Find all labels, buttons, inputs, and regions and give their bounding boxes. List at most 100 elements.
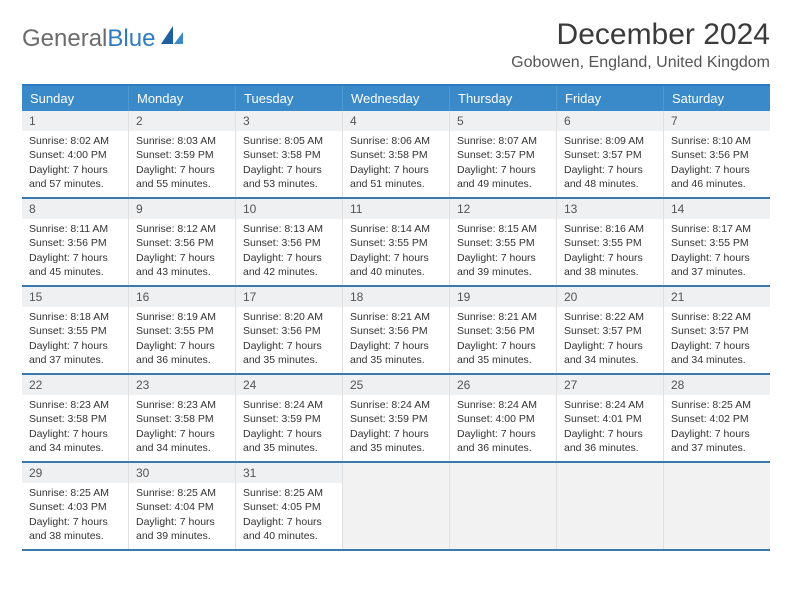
day-number: 17	[236, 287, 342, 307]
day-body: Sunrise: 8:23 AMSunset: 3:58 PMDaylight:…	[129, 395, 235, 461]
week-row: 22Sunrise: 8:23 AMSunset: 3:58 PMDayligh…	[22, 375, 770, 463]
sunrise-text: Sunrise: 8:24 AM	[350, 398, 442, 412]
sunrise-text: Sunrise: 8:25 AM	[243, 486, 335, 500]
day-cell: 11Sunrise: 8:14 AMSunset: 3:55 PMDayligh…	[343, 199, 450, 285]
day-body: Sunrise: 8:18 AMSunset: 3:55 PMDaylight:…	[22, 307, 128, 373]
sunrise-text: Sunrise: 8:03 AM	[136, 134, 228, 148]
day-number: 24	[236, 375, 342, 395]
daylight-text: Daylight: 7 hours and 38 minutes.	[29, 515, 121, 543]
day-number: 31	[236, 463, 342, 483]
sunset-text: Sunset: 3:55 PM	[350, 236, 442, 250]
day-number: 13	[557, 199, 663, 219]
day-number: 22	[22, 375, 128, 395]
sunset-text: Sunset: 3:58 PM	[243, 148, 335, 162]
daylight-text: Daylight: 7 hours and 48 minutes.	[564, 163, 656, 191]
day-body: Sunrise: 8:24 AMSunset: 4:00 PMDaylight:…	[450, 395, 556, 461]
day-number: 21	[664, 287, 770, 307]
daylight-text: Daylight: 7 hours and 53 minutes.	[243, 163, 335, 191]
day-body: Sunrise: 8:25 AMSunset: 4:05 PMDaylight:…	[236, 483, 342, 549]
sunset-text: Sunset: 3:55 PM	[671, 236, 763, 250]
day-number: 20	[557, 287, 663, 307]
sunset-text: Sunset: 3:55 PM	[29, 324, 121, 338]
day-body: Sunrise: 8:25 AMSunset: 4:02 PMDaylight:…	[664, 395, 770, 461]
week-row: 15Sunrise: 8:18 AMSunset: 3:55 PMDayligh…	[22, 287, 770, 375]
week-row: 29Sunrise: 8:25 AMSunset: 4:03 PMDayligh…	[22, 463, 770, 551]
day-number: 1	[22, 111, 128, 131]
sunrise-text: Sunrise: 8:06 AM	[350, 134, 442, 148]
day-body: Sunrise: 8:25 AMSunset: 4:04 PMDaylight:…	[129, 483, 235, 549]
day-number: 25	[343, 375, 449, 395]
day-cell: 8Sunrise: 8:11 AMSunset: 3:56 PMDaylight…	[22, 199, 129, 285]
day-cell: 27Sunrise: 8:24 AMSunset: 4:01 PMDayligh…	[557, 375, 664, 461]
day-number: 4	[343, 111, 449, 131]
day-number: 14	[664, 199, 770, 219]
sunset-text: Sunset: 4:02 PM	[671, 412, 763, 426]
day-number: 7	[664, 111, 770, 131]
day-cell: 7Sunrise: 8:10 AMSunset: 3:56 PMDaylight…	[664, 111, 770, 197]
day-number: 28	[664, 375, 770, 395]
daylight-text: Daylight: 7 hours and 37 minutes.	[671, 251, 763, 279]
sunset-text: Sunset: 4:05 PM	[243, 500, 335, 514]
day-body: Sunrise: 8:16 AMSunset: 3:55 PMDaylight:…	[557, 219, 663, 285]
day-number: 27	[557, 375, 663, 395]
day-cell: 1Sunrise: 8:02 AMSunset: 4:00 PMDaylight…	[22, 111, 129, 197]
daylight-text: Daylight: 7 hours and 37 minutes.	[671, 427, 763, 455]
day-cell: 18Sunrise: 8:21 AMSunset: 3:56 PMDayligh…	[343, 287, 450, 373]
day-number: 15	[22, 287, 128, 307]
location-text: Gobowen, England, United Kingdom	[511, 54, 770, 72]
day-number: 19	[450, 287, 556, 307]
day-cell: 28Sunrise: 8:25 AMSunset: 4:02 PMDayligh…	[664, 375, 770, 461]
sunrise-text: Sunrise: 8:10 AM	[671, 134, 763, 148]
sunrise-text: Sunrise: 8:12 AM	[136, 222, 228, 236]
day-header-tue: Tuesday	[236, 86, 343, 111]
sunrise-text: Sunrise: 8:14 AM	[350, 222, 442, 236]
day-number: 23	[129, 375, 235, 395]
day-cell: 10Sunrise: 8:13 AMSunset: 3:56 PMDayligh…	[236, 199, 343, 285]
week-row: 1Sunrise: 8:02 AMSunset: 4:00 PMDaylight…	[22, 111, 770, 199]
daylight-text: Daylight: 7 hours and 36 minutes.	[564, 427, 656, 455]
sunset-text: Sunset: 3:58 PM	[350, 148, 442, 162]
page-title: December 2024	[511, 18, 770, 52]
day-cell: 16Sunrise: 8:19 AMSunset: 3:55 PMDayligh…	[129, 287, 236, 373]
sunset-text: Sunset: 3:56 PM	[671, 148, 763, 162]
day-body: Sunrise: 8:09 AMSunset: 3:57 PMDaylight:…	[557, 131, 663, 197]
day-number: 6	[557, 111, 663, 131]
daylight-text: Daylight: 7 hours and 34 minutes.	[136, 427, 228, 455]
day-cell: 20Sunrise: 8:22 AMSunset: 3:57 PMDayligh…	[557, 287, 664, 373]
sunrise-text: Sunrise: 8:23 AM	[29, 398, 121, 412]
sunrise-text: Sunrise: 8:25 AM	[671, 398, 763, 412]
week-row: 8Sunrise: 8:11 AMSunset: 3:56 PMDaylight…	[22, 199, 770, 287]
day-cell: 26Sunrise: 8:24 AMSunset: 4:00 PMDayligh…	[450, 375, 557, 461]
daylight-text: Daylight: 7 hours and 38 minutes.	[564, 251, 656, 279]
day-number: 5	[450, 111, 556, 131]
day-body: Sunrise: 8:24 AMSunset: 3:59 PMDaylight:…	[236, 395, 342, 461]
day-header-sun: Sunday	[22, 86, 129, 111]
sunrise-text: Sunrise: 8:25 AM	[136, 486, 228, 500]
sunset-text: Sunset: 3:55 PM	[136, 324, 228, 338]
sunset-text: Sunset: 3:56 PM	[29, 236, 121, 250]
sunset-text: Sunset: 3:56 PM	[457, 324, 549, 338]
day-cell	[450, 463, 557, 549]
day-cell: 9Sunrise: 8:12 AMSunset: 3:56 PMDaylight…	[129, 199, 236, 285]
daylight-text: Daylight: 7 hours and 49 minutes.	[457, 163, 549, 191]
day-number: 9	[129, 199, 235, 219]
daylight-text: Daylight: 7 hours and 35 minutes.	[350, 339, 442, 367]
sunset-text: Sunset: 3:57 PM	[564, 324, 656, 338]
day-body: Sunrise: 8:02 AMSunset: 4:00 PMDaylight:…	[22, 131, 128, 197]
day-body: Sunrise: 8:21 AMSunset: 3:56 PMDaylight:…	[450, 307, 556, 373]
sunset-text: Sunset: 4:01 PM	[564, 412, 656, 426]
day-body: Sunrise: 8:14 AMSunset: 3:55 PMDaylight:…	[343, 219, 449, 285]
sunrise-text: Sunrise: 8:21 AM	[350, 310, 442, 324]
day-body: Sunrise: 8:05 AMSunset: 3:58 PMDaylight:…	[236, 131, 342, 197]
daylight-text: Daylight: 7 hours and 45 minutes.	[29, 251, 121, 279]
day-body: Sunrise: 8:17 AMSunset: 3:55 PMDaylight:…	[664, 219, 770, 285]
day-body: Sunrise: 8:22 AMSunset: 3:57 PMDaylight:…	[557, 307, 663, 373]
day-cell: 22Sunrise: 8:23 AMSunset: 3:58 PMDayligh…	[22, 375, 129, 461]
day-cell: 2Sunrise: 8:03 AMSunset: 3:59 PMDaylight…	[129, 111, 236, 197]
daylight-text: Daylight: 7 hours and 51 minutes.	[350, 163, 442, 191]
daylight-text: Daylight: 7 hours and 39 minutes.	[457, 251, 549, 279]
day-body: Sunrise: 8:15 AMSunset: 3:55 PMDaylight:…	[450, 219, 556, 285]
sunset-text: Sunset: 3:59 PM	[350, 412, 442, 426]
daylight-text: Daylight: 7 hours and 40 minutes.	[243, 515, 335, 543]
sunset-text: Sunset: 3:56 PM	[350, 324, 442, 338]
